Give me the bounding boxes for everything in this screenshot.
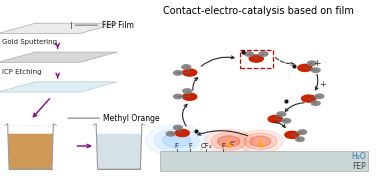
Text: F: F xyxy=(175,143,179,149)
Circle shape xyxy=(277,112,286,116)
FancyArrowPatch shape xyxy=(285,103,304,111)
Circle shape xyxy=(268,116,282,123)
Polygon shape xyxy=(0,23,117,33)
Circle shape xyxy=(285,131,299,138)
Circle shape xyxy=(250,136,271,147)
Circle shape xyxy=(146,125,208,156)
Text: FEP Film: FEP Film xyxy=(102,21,134,30)
Circle shape xyxy=(259,52,268,56)
Circle shape xyxy=(218,136,240,147)
Text: H₂O: H₂O xyxy=(352,152,366,161)
Circle shape xyxy=(163,133,191,147)
Text: CF₃: CF₃ xyxy=(201,143,212,149)
Circle shape xyxy=(154,129,199,152)
Circle shape xyxy=(211,132,246,150)
Circle shape xyxy=(298,64,312,71)
Circle shape xyxy=(245,52,254,56)
Circle shape xyxy=(183,89,192,93)
Text: ICP Etching: ICP Etching xyxy=(2,69,41,75)
Circle shape xyxy=(174,94,183,99)
Circle shape xyxy=(182,65,191,69)
FancyArrowPatch shape xyxy=(201,56,234,66)
FancyArrowPatch shape xyxy=(274,122,285,127)
Bar xyxy=(160,151,368,171)
Text: Contact-electro-catalysis based on film: Contact-electro-catalysis based on film xyxy=(163,6,354,16)
Circle shape xyxy=(174,125,182,130)
Text: +: + xyxy=(313,59,321,68)
FancyArrowPatch shape xyxy=(193,78,198,90)
FancyArrowPatch shape xyxy=(276,58,294,65)
Circle shape xyxy=(166,132,175,136)
Circle shape xyxy=(174,71,183,75)
Circle shape xyxy=(237,130,283,153)
Circle shape xyxy=(308,61,316,65)
Text: Methyl Orange: Methyl Orange xyxy=(104,114,160,123)
Circle shape xyxy=(175,129,189,137)
Polygon shape xyxy=(0,52,117,62)
Circle shape xyxy=(298,130,307,134)
Polygon shape xyxy=(96,134,141,169)
Polygon shape xyxy=(8,134,53,169)
Text: F: F xyxy=(221,143,225,149)
Polygon shape xyxy=(0,82,117,92)
Circle shape xyxy=(315,94,324,99)
FancyArrowPatch shape xyxy=(183,104,187,126)
Text: e⁻: e⁻ xyxy=(229,140,237,146)
Circle shape xyxy=(204,129,253,154)
FancyArrowPatch shape xyxy=(198,131,247,136)
Circle shape xyxy=(244,133,277,150)
Text: F: F xyxy=(188,143,192,149)
Circle shape xyxy=(183,93,197,100)
Circle shape xyxy=(249,55,263,62)
Text: FEP: FEP xyxy=(353,162,366,171)
FancyArrowPatch shape xyxy=(316,74,318,90)
Circle shape xyxy=(311,68,320,72)
Circle shape xyxy=(183,69,197,76)
Text: +: + xyxy=(319,80,326,89)
Circle shape xyxy=(302,95,316,102)
Circle shape xyxy=(295,137,304,141)
Circle shape xyxy=(311,101,320,105)
Text: Gold Sputtering: Gold Sputtering xyxy=(2,39,57,45)
Circle shape xyxy=(282,119,291,123)
